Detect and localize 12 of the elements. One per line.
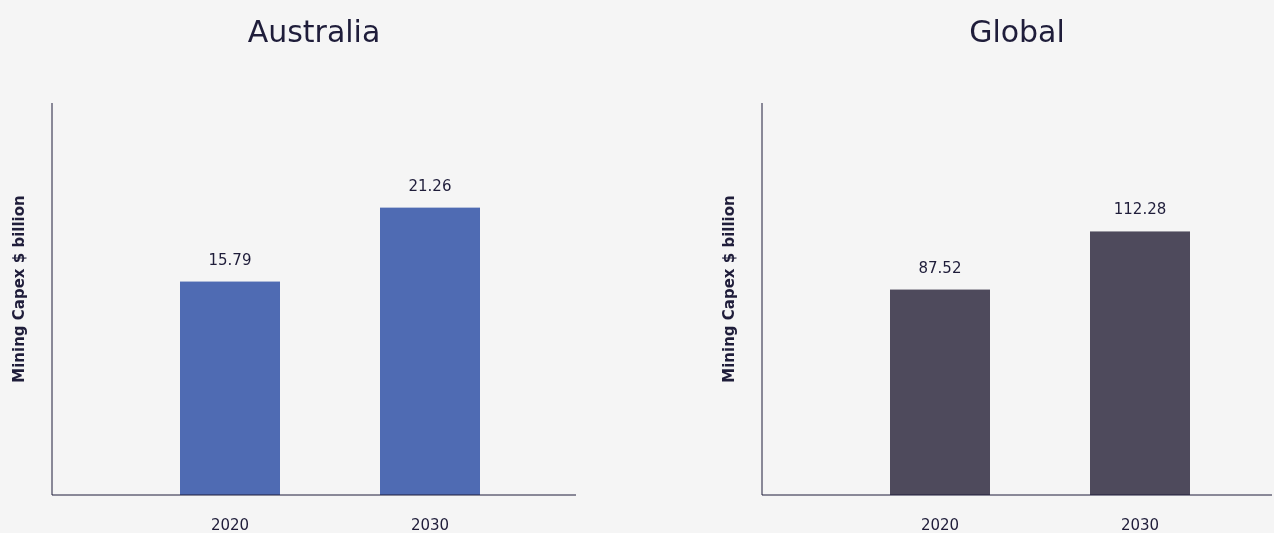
y-axis-title: Mining Capex $ billion	[10, 195, 28, 383]
data-label: 15.79	[208, 250, 252, 269]
chart-title: Australia	[247, 14, 381, 49]
y-axis-title: Mining Capex $ billion	[720, 195, 738, 383]
chart-title: Global	[969, 14, 1065, 49]
data-label: 112.28	[1113, 200, 1167, 219]
x-tick-label: 2030	[410, 516, 450, 533]
x-tick-label: 2020	[210, 516, 250, 533]
data-label: 21.26	[408, 176, 452, 195]
x-tick-label: 2020	[920, 516, 960, 533]
x-tick-label: 2030	[1120, 516, 1160, 533]
data-label: 87.52	[918, 258, 962, 277]
